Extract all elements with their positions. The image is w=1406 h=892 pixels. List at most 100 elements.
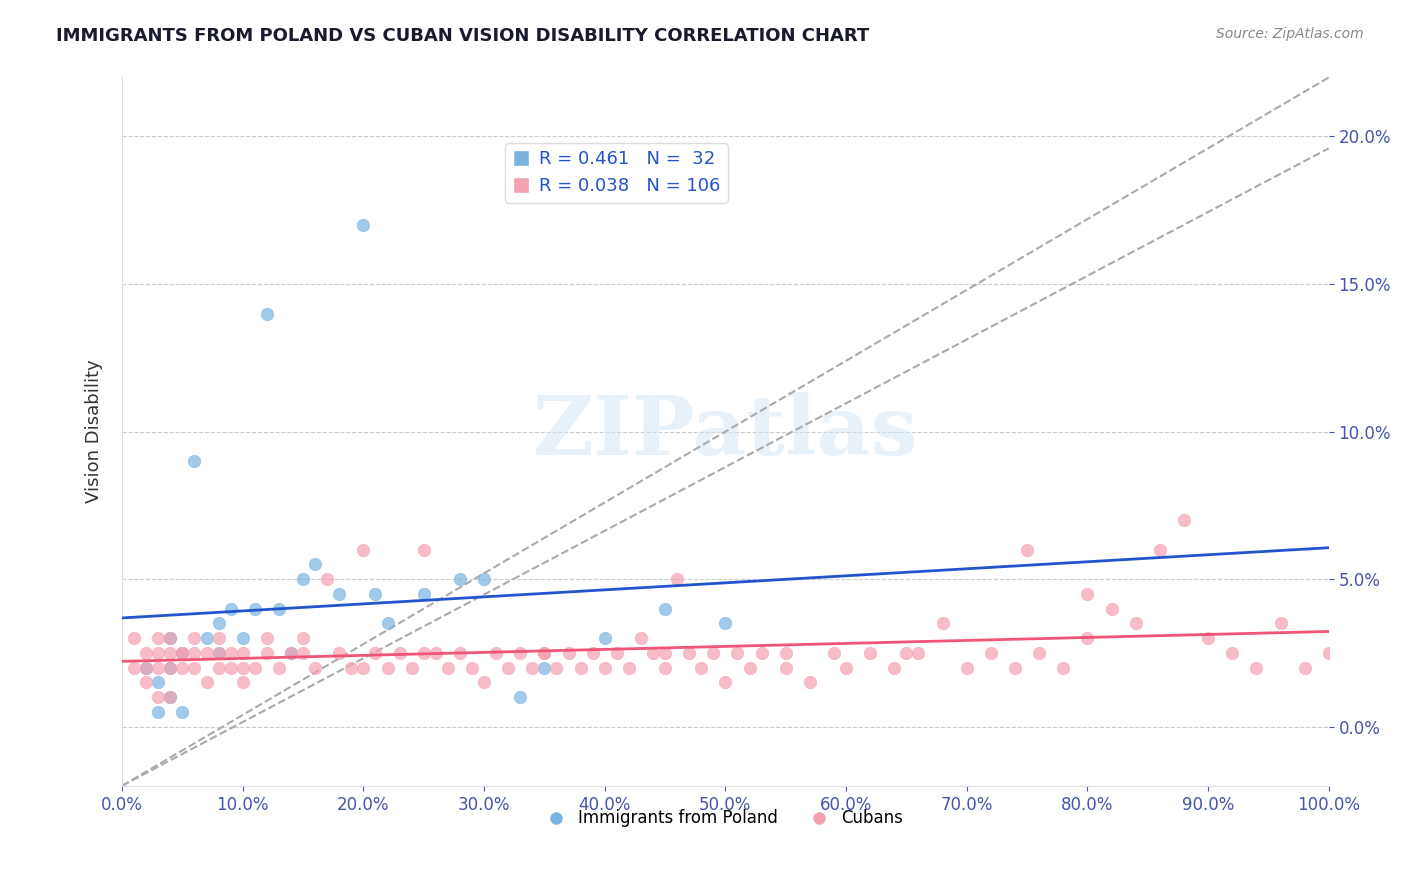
Point (122, 661, 145, 675)
Point (364, 646, 387, 660)
Point (135, 661, 157, 675)
Point (557, 646, 579, 660)
Point (232, 661, 254, 675)
Point (533, 646, 555, 660)
Point (377, 661, 399, 675)
Point (630, 631, 652, 645)
Point (533, 661, 555, 675)
Point (159, 661, 181, 675)
Point (714, 675, 737, 690)
Point (172, 705, 194, 719)
Point (835, 661, 858, 675)
Point (207, 646, 229, 660)
Point (690, 661, 713, 675)
Point (1101, 601, 1123, 615)
Point (292, 646, 315, 660)
Point (1270, 616, 1292, 631)
Point (485, 646, 508, 660)
Point (654, 601, 676, 615)
Point (159, 661, 181, 675)
Point (412, 542, 434, 557)
Point (159, 690, 181, 705)
Point (666, 572, 689, 586)
Text: IMMIGRANTS FROM POLAND VS CUBAN VISION DISABILITY CORRELATION CHART: IMMIGRANTS FROM POLAND VS CUBAN VISION D… (56, 27, 869, 45)
Point (352, 542, 374, 557)
Point (148, 675, 170, 690)
Point (219, 661, 242, 675)
Point (148, 705, 170, 719)
Point (1125, 616, 1147, 631)
Point (172, 646, 194, 660)
Point (183, 661, 205, 675)
Point (522, 661, 544, 675)
Point (1294, 661, 1316, 675)
Point (461, 661, 484, 675)
Point (582, 646, 605, 660)
Point (509, 646, 531, 660)
Point (195, 675, 218, 690)
Point (219, 601, 242, 615)
Point (1246, 661, 1268, 675)
Point (714, 616, 737, 631)
Point (449, 572, 471, 586)
Point (472, 675, 495, 690)
Point (727, 646, 749, 660)
Point (328, 587, 350, 601)
Point (980, 646, 1002, 660)
Point (232, 675, 254, 690)
Point (641, 646, 664, 660)
Point (364, 587, 387, 601)
Point (172, 646, 194, 660)
Point (823, 646, 845, 660)
Point (256, 307, 278, 321)
Point (172, 646, 194, 660)
Point (159, 646, 181, 660)
Point (292, 572, 315, 586)
Point (183, 454, 205, 468)
Point (775, 646, 797, 660)
Point (1076, 587, 1098, 601)
Point (219, 646, 242, 660)
Point (1028, 646, 1050, 660)
Point (195, 646, 218, 660)
Point (1317, 646, 1340, 660)
Point (148, 690, 170, 705)
Point (243, 601, 266, 615)
Point (1173, 513, 1195, 527)
Point (207, 631, 229, 645)
Point (232, 646, 254, 660)
Point (280, 646, 302, 660)
Point (256, 646, 278, 660)
Point (654, 646, 676, 660)
Point (148, 646, 170, 660)
Point (775, 661, 797, 675)
Point (799, 675, 821, 690)
Point (377, 616, 399, 631)
Point (183, 631, 205, 645)
Point (207, 661, 229, 675)
Point (896, 646, 918, 660)
Point (1220, 646, 1243, 660)
Point (569, 661, 592, 675)
Point (412, 646, 434, 660)
Point (931, 616, 953, 631)
Point (472, 572, 495, 586)
Point (859, 646, 882, 660)
Point (509, 690, 531, 705)
Point (956, 661, 979, 675)
Point (702, 646, 724, 660)
Point (159, 631, 181, 645)
Point (1017, 542, 1039, 557)
Point (907, 646, 929, 660)
Point (883, 661, 905, 675)
Point (449, 646, 471, 660)
Y-axis label: Vision Disability: Vision Disability (86, 359, 103, 503)
Point (606, 646, 628, 660)
Point (425, 646, 447, 660)
Point (135, 661, 157, 675)
Point (267, 601, 290, 615)
Point (437, 661, 460, 675)
Point (751, 646, 773, 660)
Point (546, 661, 568, 675)
Point (267, 661, 290, 675)
